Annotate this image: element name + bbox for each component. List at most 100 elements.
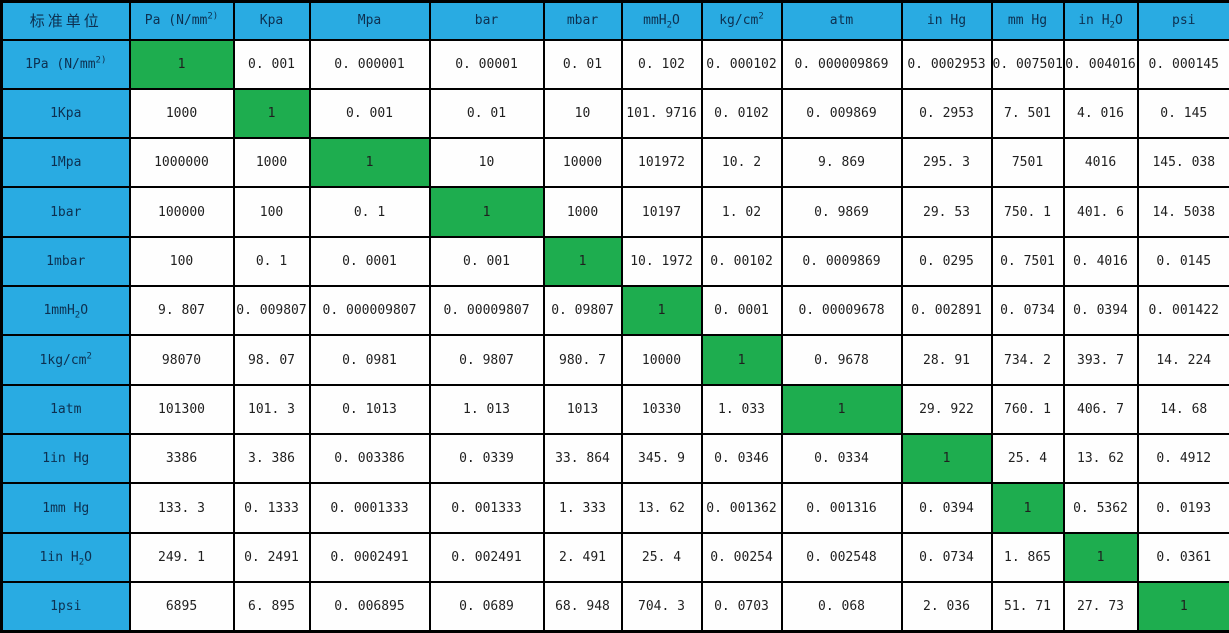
diagonal-identity-cell: 1 <box>990 482 1065 534</box>
diagonal-identity-cell: 1 <box>308 137 431 189</box>
conversion-value-cell: 0. 00009678 <box>780 285 903 337</box>
conversion-value-cell: 0. 9678 <box>780 334 903 386</box>
conversion-value-cell: 0. 2953 <box>900 87 993 140</box>
table-row-1bar: 1bar 100000 100 0. 1 1 1000 10197 1. 02 0. 9869 2… <box>0 186 1229 238</box>
conversion-value-cell: 0. 09807 <box>542 285 623 337</box>
corner-header-standard-unit: 标准单位 <box>0 0 131 41</box>
conversion-value-cell: 0. 4912 <box>1136 433 1229 485</box>
conversion-value-cell: 27. 73 <box>1062 581 1139 633</box>
conversion-value-cell: 10000 <box>620 334 703 386</box>
conversion-value-cell: 9. 869 <box>780 137 903 189</box>
conversion-value-cell: 33. 864 <box>542 433 623 485</box>
conversion-value-cell: 704. 3 <box>620 581 703 633</box>
conversion-table-body: 1Pa (N/mm2) 1 0. 001 0. 000001 0. 00001 0. 01… <box>0 38 1229 633</box>
row-header-1mm-hg: 1mm Hg <box>0 482 131 534</box>
conversion-value-cell: 1. 02 <box>700 186 783 238</box>
conversion-value-cell: 4. 016 <box>1062 87 1139 140</box>
conversion-value-cell: 10330 <box>620 383 703 436</box>
conversion-value-cell: 0. 002491 <box>428 531 545 584</box>
diagonal-identity-cell: 1 <box>128 38 235 90</box>
column-header-mmho: mmH2O <box>620 0 703 41</box>
conversion-value-cell: 0. 01 <box>428 87 545 140</box>
conversion-value-cell: 0. 000009869 <box>780 38 903 90</box>
row-header-1pa-n-mm: 1Pa (N/mm2) <box>0 38 131 90</box>
conversion-value-cell: 1000 <box>128 87 235 140</box>
conversion-value-cell: 0. 0009869 <box>780 235 903 288</box>
table-row-1mmho: 1mmH2O 9. 807 0. 009807 0. 000009807 0. 0000… <box>0 285 1229 337</box>
conversion-value-cell: 100 <box>128 235 235 288</box>
row-header-1mpa: 1Mpa <box>0 137 131 189</box>
row-header-1atm: 1atm <box>0 383 131 436</box>
conversion-value-cell: 0. 0394 <box>1062 285 1139 337</box>
conversion-value-cell: 10 <box>428 137 545 189</box>
diagonal-identity-cell: 1 <box>700 334 783 386</box>
conversion-value-cell: 101. 9716 <box>620 87 703 140</box>
diagonal-identity-cell: 1 <box>900 433 993 485</box>
conversion-value-cell: 0. 7501 <box>990 235 1065 288</box>
conversion-value-cell: 28. 91 <box>900 334 993 386</box>
conversion-value-cell: 0. 000001 <box>308 38 431 90</box>
conversion-value-cell: 0. 001362 <box>700 482 783 534</box>
conversion-value-cell: 0. 00254 <box>700 531 783 584</box>
column-header-mm-hg: mm Hg <box>990 0 1065 41</box>
conversion-value-cell: 98. 07 <box>232 334 311 386</box>
conversion-value-cell: 980. 7 <box>542 334 623 386</box>
conversion-value-cell: 0. 9869 <box>780 186 903 238</box>
column-header-mpa: Mpa <box>308 0 431 41</box>
conversion-value-cell: 6. 895 <box>232 581 311 633</box>
conversion-value-cell: 0. 000145 <box>1136 38 1229 90</box>
conversion-value-cell: 101972 <box>620 137 703 189</box>
conversion-value-cell: 0. 009869 <box>780 87 903 140</box>
column-header-kg-cm: kg/cm2 <box>700 0 783 41</box>
conversion-value-cell: 401. 6 <box>1062 186 1139 238</box>
header-row: 标准单位 Pa (N/mm2) Kpa Mpa bar mbar mmH2O kg/cm2 a… <box>0 0 1229 41</box>
row-header-1mbar: 1mbar <box>0 235 131 288</box>
column-header-in-hg: in Hg <box>900 0 993 41</box>
row-header-1in-hg: 1in Hg <box>0 433 131 485</box>
conversion-value-cell: 0. 0361 <box>1136 531 1229 584</box>
diagonal-identity-cell: 1 <box>1136 581 1229 633</box>
conversion-value-cell: 0. 0295 <box>900 235 993 288</box>
conversion-value-cell: 7501 <box>990 137 1065 189</box>
conversion-value-cell: 1. 865 <box>990 531 1065 584</box>
conversion-value-cell: 0. 145 <box>1136 87 1229 140</box>
conversion-value-cell: 0. 0394 <box>900 482 993 534</box>
conversion-value-cell: 0. 0339 <box>428 433 545 485</box>
conversion-value-cell: 0. 004016 <box>1062 38 1139 90</box>
conversion-value-cell: 0. 001 <box>308 87 431 140</box>
conversion-value-cell: 1013 <box>542 383 623 436</box>
column-header-atm: atm <box>780 0 903 41</box>
diagonal-identity-cell: 1 <box>620 285 703 337</box>
table-row-1in-ho: 1in H2O 249. 1 0. 2491 0. 0002491 0. 002491 2… <box>0 531 1229 584</box>
row-header-1in-ho: 1in H2O <box>0 531 131 584</box>
row-header-1bar: 1bar <box>0 186 131 238</box>
conversion-value-cell: 13. 62 <box>1062 433 1139 485</box>
conversion-value-cell: 0. 0334 <box>780 433 903 485</box>
conversion-value-cell: 1. 033 <box>700 383 783 436</box>
conversion-value-cell: 3386 <box>128 433 235 485</box>
table-row-1pa-n-mm: 1Pa (N/mm2) 1 0. 001 0. 000001 0. 00001 0. 01… <box>0 38 1229 90</box>
conversion-value-cell: 1. 333 <box>542 482 623 534</box>
row-header-1kpa: 1Kpa <box>0 87 131 140</box>
conversion-value-cell: 0. 0002491 <box>308 531 431 584</box>
conversion-value-cell: 0. 0689 <box>428 581 545 633</box>
conversion-value-cell: 0. 0734 <box>900 531 993 584</box>
conversion-value-cell: 0. 0002953 <box>900 38 993 90</box>
conversion-value-cell: 0. 00001 <box>428 38 545 90</box>
conversion-value-cell: 9. 807 <box>128 285 235 337</box>
diagonal-identity-cell: 1 <box>1062 531 1139 584</box>
conversion-value-cell: 25. 4 <box>990 433 1065 485</box>
conversion-value-cell: 3. 386 <box>232 433 311 485</box>
table-row-1in-hg: 1in Hg 3386 3. 386 0. 003386 0. 0339 33. 864 3… <box>0 433 1229 485</box>
conversion-value-cell: 734. 2 <box>990 334 1065 386</box>
conversion-value-cell: 0. 1 <box>308 186 431 238</box>
conversion-value-cell: 0. 1333 <box>232 482 311 534</box>
diagonal-identity-cell: 1 <box>780 383 903 436</box>
conversion-value-cell: 0. 00009807 <box>428 285 545 337</box>
table-row-1mbar: 1mbar 100 0. 1 0. 0001 0. 001 1 10. 1972 0. 001… <box>0 235 1229 288</box>
conversion-value-cell: 14. 224 <box>1136 334 1229 386</box>
conversion-value-cell: 1000 <box>542 186 623 238</box>
row-header-1kg-cm: 1kg/cm2 <box>0 334 131 386</box>
